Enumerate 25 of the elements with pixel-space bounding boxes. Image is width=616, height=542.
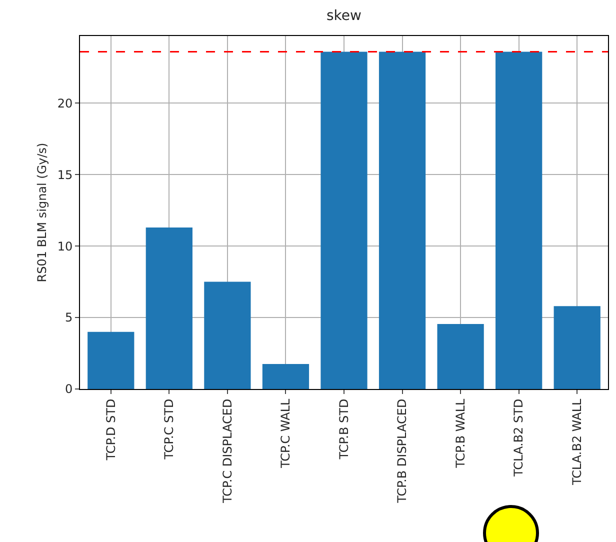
x-tick-label: TCP.B STD (336, 398, 351, 460)
bar (437, 324, 484, 389)
bar (204, 282, 251, 389)
bar (320, 52, 368, 389)
x-tick-label: TCLA.B2 STD (512, 398, 526, 478)
bar (262, 364, 310, 389)
bar (378, 52, 426, 389)
y-tick-label: 15 (57, 168, 73, 182)
bar (146, 228, 192, 389)
bar (88, 332, 134, 389)
y-tick-label: 0 (64, 382, 73, 396)
x-tick-label: TCP.C STD (162, 398, 176, 460)
y-tick-label: 20 (57, 96, 73, 110)
x-tick-label: TCP.C DISPLACED (220, 398, 234, 504)
x-tick-label: TCP.D STD (104, 398, 118, 462)
y-tick-label: 5 (64, 310, 73, 325)
x-tick-label: TCLA.B2 WALL (570, 398, 584, 486)
y-tick-label: 10 (57, 239, 73, 254)
x-tick-label: TCP.C WALL (278, 398, 293, 469)
bar (496, 52, 542, 389)
x-tick-label: TCP.B DISPLACED (395, 398, 410, 504)
y-axis-title: RS01 BLM signal (Gy/s) (35, 142, 49, 282)
chart-title: skew (326, 8, 362, 24)
x-tick-label: TCP.B WALL (453, 398, 468, 469)
bar (554, 306, 600, 389)
